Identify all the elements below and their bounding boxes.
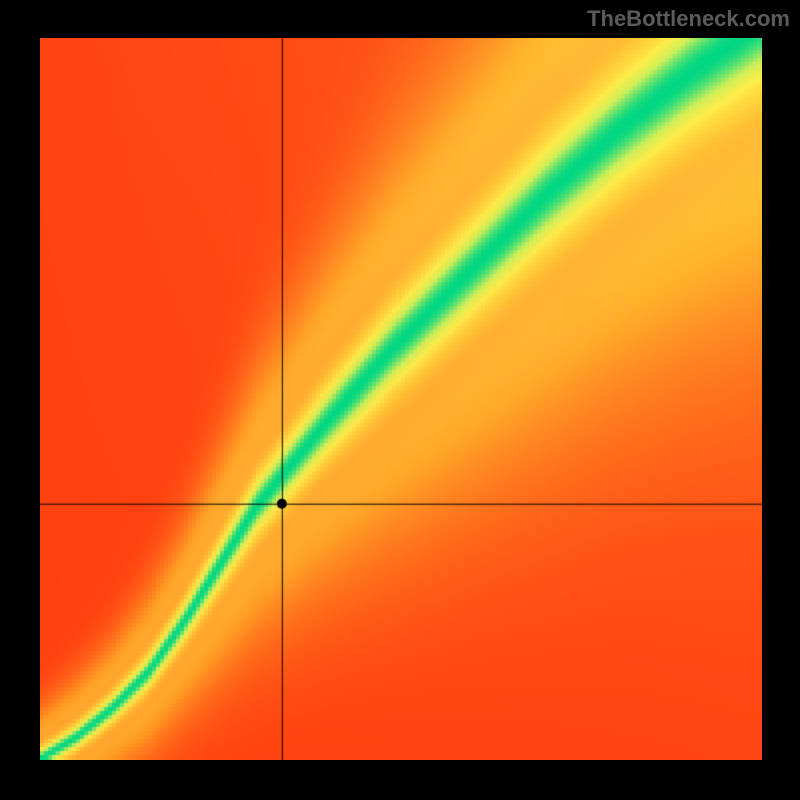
bottleneck-heatmap [40,38,762,760]
attribution-text: TheBottleneck.com [587,6,790,32]
